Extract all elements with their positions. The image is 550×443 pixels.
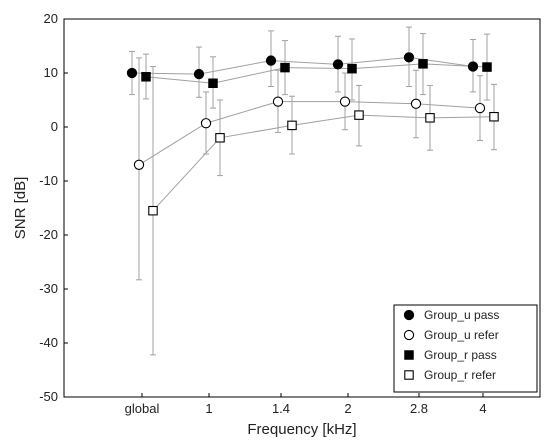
data-point-group-r-refer	[215, 133, 225, 143]
x-tick-label: 1	[205, 401, 212, 416]
data-point-group-u-pass	[403, 52, 415, 63]
x-tick-label: 1.4	[272, 401, 290, 416]
legend-box	[393, 304, 538, 393]
axis-ticks: 20 10 0 -10 -20 -30 -40 -50 global 1 1.4 2 2.8 4	[39, 11, 486, 416]
series-line-group-r-pass	[145, 63, 488, 84]
data-point-group-r-pass	[482, 62, 492, 72]
y-tick-label: -10	[39, 173, 58, 188]
data-point-group-u-pass	[467, 61, 479, 72]
y-tick-label: -30	[39, 281, 58, 296]
series-lines	[131, 56, 495, 212]
data-point-group-u-pass	[332, 59, 344, 70]
data-markers	[126, 52, 499, 216]
data-point-group-r-pass	[141, 72, 151, 82]
legend-marker-group-r-pass	[404, 350, 414, 360]
legend-marker-group-u-refer	[403, 329, 415, 341]
y-tick-label: -20	[39, 227, 58, 242]
data-point-group-u-refer	[200, 118, 212, 129]
data-point-group-r-refer	[148, 205, 158, 216]
data-point-group-u-pass	[126, 67, 138, 79]
data-point-group-u-refer	[272, 96, 284, 107]
data-point-group-r-refer	[425, 113, 435, 123]
legend-entry-group-r-pass: Group_r pass	[424, 348, 497, 362]
data-point-group-u-pass	[193, 68, 205, 80]
data-point-group-u-refer	[133, 159, 145, 170]
data-point-group-r-refer	[287, 120, 297, 131]
y-tick-label: -50	[39, 389, 58, 404]
data-point-group-r-pass	[418, 59, 428, 69]
data-point-group-u-pass	[265, 55, 277, 66]
y-tick-label: 10	[44, 65, 58, 80]
y-tick-label: 0	[51, 119, 58, 134]
data-point-group-u-refer	[339, 96, 351, 107]
y-axis-label: SNR [dB]	[12, 177, 29, 240]
data-point-group-u-refer	[410, 98, 422, 109]
data-point-group-r-refer	[354, 110, 364, 120]
series-line-group-u-pass	[131, 56, 474, 75]
series-line-group-r-refer	[152, 114, 495, 212]
x-axis-label: Frequency [kHz]	[247, 421, 356, 438]
data-point-group-r-pass	[347, 63, 357, 74]
x-tick-label: global	[125, 401, 160, 416]
legend-entry-group-u-pass: Group_u pass	[424, 308, 499, 322]
plot-frame	[63, 18, 541, 398]
data-point-group-r-refer	[489, 111, 499, 122]
data-point-group-r-pass	[208, 78, 218, 89]
y-tick-label: -40	[39, 335, 58, 350]
y-tick-label: 20	[44, 11, 58, 26]
legend-marker-group-r-refer	[404, 370, 414, 380]
legend: Group_u pass Group_u refer Group_r pass Gro…	[393, 304, 538, 393]
legend-marker-group-u-pass	[403, 309, 415, 321]
x-tick-label: 4	[479, 401, 486, 416]
data-point-group-u-refer	[474, 102, 486, 114]
legend-entry-group-u-refer: Group_u refer	[424, 328, 499, 342]
x-tick-label: 2	[344, 401, 351, 416]
series-line-group-u-refer	[138, 101, 481, 166]
legend-entry-group-r-refer: Group_r refer	[424, 368, 496, 382]
data-point-group-r-pass	[280, 62, 290, 73]
x-tick-label: 2.8	[410, 401, 428, 416]
